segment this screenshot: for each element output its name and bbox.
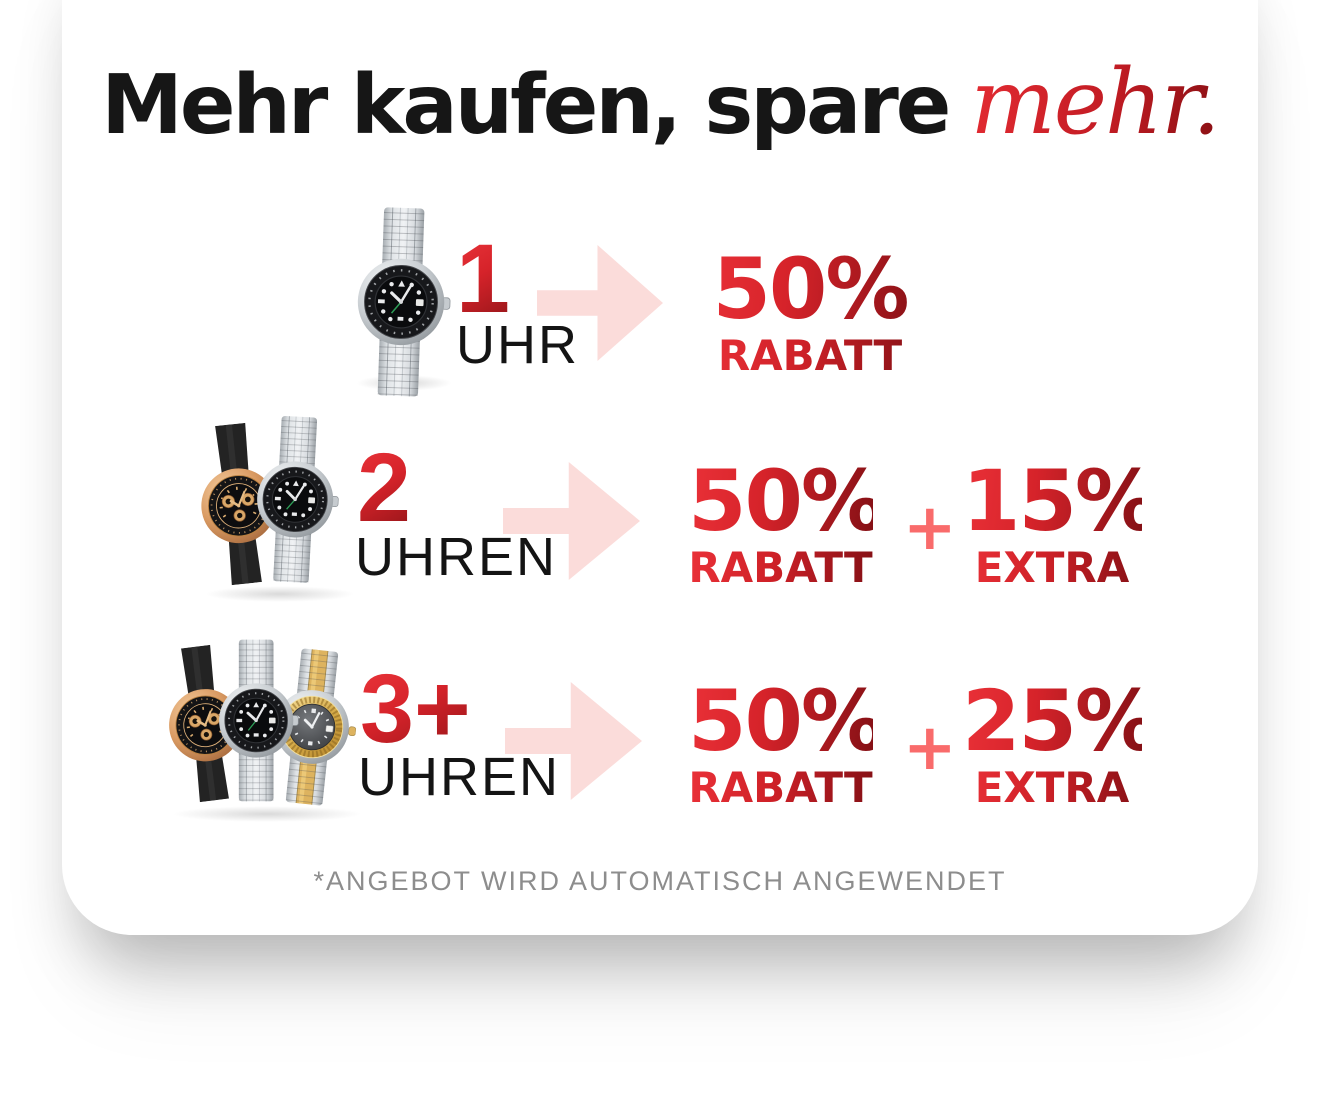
tier-count: 1 [456, 224, 510, 333]
watch-shadow [172, 806, 362, 822]
rose-gold-black-daytona-watch-image [201, 422, 282, 586]
discount-label: RABATT [688, 763, 873, 812]
discount-value: 50% [697, 247, 923, 331]
offer-tier-2: 2 UHREN 50% RABATT + 15% EXTRA [0, 410, 1320, 630]
plus-icon: + [903, 491, 957, 565]
title-highlight: mehr. [970, 50, 1220, 155]
two-tone-gold-datejust-watch-image [275, 648, 357, 806]
extra-value: 25% [962, 672, 1159, 770]
page-title: Mehr kaufen, spare mehr. [0, 58, 1320, 148]
extra-label: EXTRA [962, 767, 1142, 809]
discount-label: RABATT [697, 335, 923, 377]
tier-count: 3+ [360, 654, 471, 763]
offer-tier-1: 1 UHR 50% RABATT [0, 205, 1320, 425]
extra-label: EXTRA [962, 547, 1142, 589]
steel-black-gmt-watch-image [357, 207, 451, 397]
extra-value: 15% [962, 452, 1159, 550]
tier-unit-label: UHREN [358, 747, 561, 807]
discount-label: RABATT [688, 543, 873, 592]
tier-count: 2 [357, 433, 411, 542]
plus-icon: + [903, 711, 957, 785]
steel-black-gmt-watch-image [257, 415, 339, 584]
discount-value: 50% [688, 452, 885, 550]
title-text: Mehr kaufen, spare [101, 58, 951, 153]
rose-gold-black-daytona-watch-image [169, 644, 247, 803]
discount-block: 50% RABATT [688, 452, 885, 592]
watch-shadow [205, 586, 355, 602]
discount-block: 50% RABATT [688, 672, 885, 812]
discount-value: 50% [688, 672, 885, 770]
offer-tier-3: 3+ UHREN 50% RABATT + 25% EXTRA [0, 628, 1320, 848]
steel-black-gmt-watch-image [219, 639, 299, 802]
tier-unit-label: UHR [456, 315, 579, 375]
tier-unit-label: UHREN [355, 527, 558, 587]
offer-footnote: *ANGEBOT WIRD AUTOMATISCH ANGEWENDET [313, 866, 1007, 896]
extra-block: 25% EXTRA [962, 672, 1159, 809]
extra-block: 15% EXTRA [962, 452, 1159, 589]
discount-block: 50% RABATT [697, 247, 923, 377]
